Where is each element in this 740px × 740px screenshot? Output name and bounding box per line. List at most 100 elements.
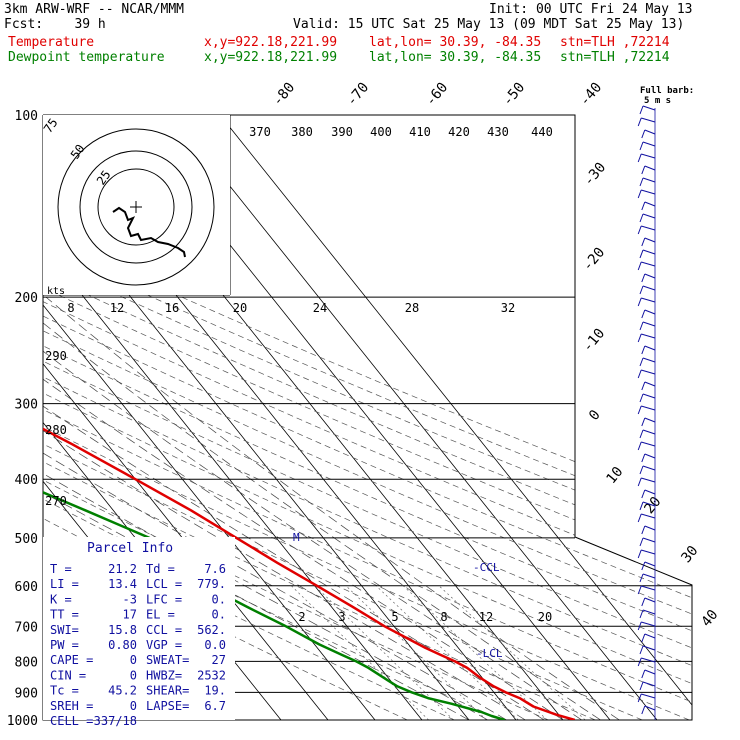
wind-barb xyxy=(639,177,644,187)
wind-barb xyxy=(642,429,656,435)
parcel-value: 779. xyxy=(197,577,226,591)
isotherm-label: 40 xyxy=(698,607,721,630)
parcel-value: 17 xyxy=(123,608,137,622)
theta-label: 400 xyxy=(370,125,392,139)
wind-barb xyxy=(637,189,642,199)
wind-barb xyxy=(642,465,656,471)
parcel-info-title: Parcel Info xyxy=(87,541,173,556)
wind-barb xyxy=(637,657,642,667)
wind-barb xyxy=(641,657,656,663)
parcel-label: Td = xyxy=(146,562,175,576)
wind-barb xyxy=(637,441,642,451)
isotherm xyxy=(172,115,658,720)
parcel-label: LI = xyxy=(50,577,79,591)
wind-barb xyxy=(637,513,642,523)
dry-adiabat xyxy=(43,115,692,720)
wind-barb xyxy=(641,129,646,139)
wind-barb xyxy=(644,309,656,315)
wind-barb xyxy=(637,297,642,307)
isotherm-label: -70 xyxy=(344,80,373,110)
dry-adiabat xyxy=(43,115,502,720)
isotherm-label: -20 xyxy=(580,245,609,275)
moist-adiabat xyxy=(43,296,470,720)
wind-barb xyxy=(639,285,644,295)
wind-barb xyxy=(639,573,644,583)
parcel-value: 7.6 xyxy=(204,562,226,576)
isotherm xyxy=(43,115,329,720)
wind-barb xyxy=(641,273,646,283)
wind-barb xyxy=(644,165,656,171)
theta-label: 440 xyxy=(531,125,553,139)
theta-w-label: 24 xyxy=(313,301,327,315)
dry-adiabat xyxy=(43,115,690,720)
isotherm-label: 10 xyxy=(603,464,626,487)
wind-barb xyxy=(641,153,656,159)
wind-barb xyxy=(641,693,656,699)
wind-barb xyxy=(642,573,656,579)
wind-barb xyxy=(641,369,656,375)
wind-barb xyxy=(639,357,644,367)
parcel-value: 0 xyxy=(130,668,137,682)
parcel-label: SHEAR= xyxy=(146,684,189,698)
parcel-label: EL = xyxy=(146,608,175,622)
wind-barb xyxy=(641,669,646,679)
parcel-label: LCL = xyxy=(146,577,182,591)
wind-barb xyxy=(641,225,656,231)
parcel-value: 15.8 xyxy=(108,623,137,637)
wind-barb xyxy=(641,477,656,483)
parcel-label: VGP = xyxy=(146,638,182,652)
wind-barb xyxy=(639,249,644,259)
dry-adiabat xyxy=(43,115,596,720)
wind-barb xyxy=(641,549,656,555)
wind-barb xyxy=(642,213,656,219)
theta-w-label: 12 xyxy=(110,301,124,315)
parcel-label: PW = xyxy=(50,638,79,652)
valid-time: Valid: 15 UTC Sat 25 May 13 (09 MDT Sat … xyxy=(293,17,685,32)
wind-barb xyxy=(644,561,656,567)
wind-barb xyxy=(641,525,646,535)
wind-barb xyxy=(644,417,656,423)
wind-barb xyxy=(641,453,646,463)
barb-legend-line1: Full barb: xyxy=(640,86,694,96)
parcel-marker-m: M xyxy=(293,531,300,544)
background-lines xyxy=(43,115,692,720)
wind-barb xyxy=(637,693,642,703)
wind-barb xyxy=(641,705,646,715)
wind-barb xyxy=(644,273,656,279)
pressure-label: 600 xyxy=(15,580,38,595)
legend-dewpoint: Dewpoint temperature xyxy=(8,50,165,65)
parcel-value: 0 xyxy=(130,653,137,667)
wind-barb xyxy=(642,105,656,111)
wind-barb xyxy=(641,405,656,411)
wind-barb xyxy=(641,417,646,427)
barb-legend-line2: 5 m s xyxy=(644,96,671,106)
wind-barb xyxy=(639,609,644,619)
isotherm-label: -80 xyxy=(270,80,299,110)
dry-adiabat xyxy=(43,115,692,720)
dry-adiabat xyxy=(43,115,692,720)
hodo-kts-label: kts xyxy=(47,286,65,297)
parcel-label: CCL = xyxy=(146,623,182,637)
mixing-ratio-line xyxy=(345,585,487,720)
moist-adiabat xyxy=(45,296,620,720)
wind-barb xyxy=(641,117,656,123)
dew-station: stn=TLH ,72214 xyxy=(560,50,670,65)
parcel-value: 562. xyxy=(197,623,226,637)
parcel-value: 13.4 xyxy=(108,577,137,591)
parcel-value: 21.2 xyxy=(108,562,137,576)
wind-barb xyxy=(641,237,646,247)
wind-barb xyxy=(637,117,642,127)
wind-barb xyxy=(639,105,644,115)
wind-barb xyxy=(642,537,656,543)
wind-barb xyxy=(644,129,656,135)
hodo-ring-label: 25 xyxy=(94,168,114,188)
parcel-label: SWEAT= xyxy=(146,653,189,667)
parcel-info-box xyxy=(43,537,235,720)
parcel-label: LAPSE= xyxy=(146,699,189,713)
parcel-label: T = xyxy=(50,562,72,576)
wind-barb xyxy=(641,597,646,607)
hodo-ring xyxy=(97,168,175,246)
wind-barb xyxy=(639,537,644,547)
parcel-info-table: T = 21.2 Td = 7.6 LI = 13.4 LCL = 779. K = -3 LFC … xyxy=(50,562,226,728)
